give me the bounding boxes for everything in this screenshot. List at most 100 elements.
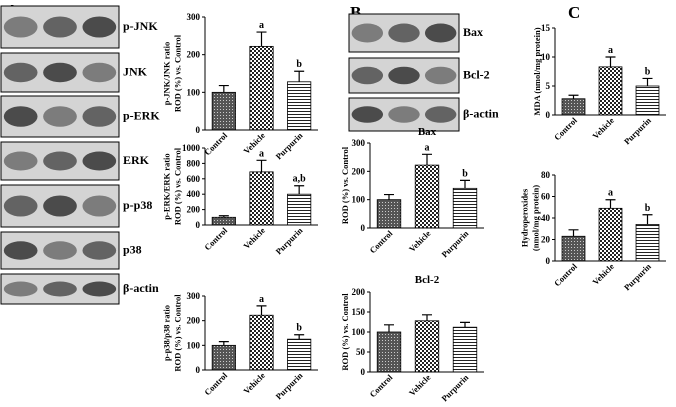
bar (249, 171, 274, 226)
blot-band (82, 241, 117, 260)
error-bar (605, 56, 616, 67)
blot-band (3, 106, 38, 127)
blot-label: β-actin (463, 106, 499, 120)
blot-band (388, 23, 420, 43)
y-tick-label: 100 (187, 87, 201, 97)
axes (554, 175, 666, 262)
bar (376, 331, 402, 373)
bar (414, 164, 440, 229)
error-bar (384, 193, 394, 200)
y-tick-label: 20 (541, 235, 551, 245)
bar (211, 344, 236, 371)
bar (249, 45, 274, 131)
y-tick-label: 200 (187, 50, 201, 60)
y-tick-label: 80 (541, 170, 551, 180)
error-bar (422, 153, 432, 166)
y-tick-label: 100 (187, 340, 201, 350)
blot-band (351, 106, 384, 123)
error-bar (642, 214, 653, 225)
x-tick-label: Vehicle (590, 261, 616, 287)
blot-label: p-JNK (123, 19, 158, 33)
blot-band (424, 23, 457, 43)
y-tick-label: 0 (361, 223, 366, 233)
y-tick-label: 10 (541, 52, 551, 62)
blot-band (3, 241, 38, 260)
blot-label: JNK (123, 64, 148, 78)
x-tick-label: Control (367, 372, 394, 399)
y-tick-label: 0 (196, 220, 201, 230)
y-tick-label: 15 (541, 23, 551, 33)
bar (452, 326, 478, 373)
y-tick-label: 100 (352, 195, 366, 205)
x-tick-label: Purpurin (273, 370, 304, 401)
blot-band (82, 106, 117, 127)
y-tick-label: 200 (352, 287, 366, 297)
blot-band (424, 106, 457, 123)
blot-band (3, 62, 38, 83)
error-bar (605, 199, 616, 209)
blot-band (82, 195, 117, 217)
axes (369, 292, 484, 373)
blot-band (424, 66, 457, 85)
blot-band (43, 62, 77, 83)
blot-band (43, 281, 77, 297)
x-tick-label: Purpurin (439, 372, 470, 403)
bar (635, 224, 660, 262)
x-tick-label: Purpurin (273, 130, 304, 161)
y-axis-label: p-ERK/ERK ratio (162, 153, 172, 219)
x-tick-label: Control (552, 115, 579, 142)
annotation: b (645, 66, 651, 77)
y-tick-label: 1000 (182, 143, 201, 153)
bar (561, 98, 586, 116)
error-bar (568, 94, 579, 99)
bar (249, 314, 274, 371)
error-bar (294, 185, 305, 195)
error-bar (460, 321, 470, 328)
error-bar (294, 70, 305, 82)
y-axis-label: ROD (%) vs. Control (340, 146, 350, 224)
y-axis-label: (nmol/mg protein) (531, 185, 541, 251)
error-bar (384, 324, 394, 332)
y-axis-label: ROD (%) vs. Control (340, 293, 350, 371)
error-bar (422, 314, 432, 321)
error-bar (218, 215, 229, 218)
blot-band (388, 66, 420, 85)
y-tick-label: 60 (541, 192, 551, 202)
blot-band (82, 281, 117, 297)
bar (287, 81, 312, 131)
x-tick-label: Vehicle (590, 115, 616, 141)
bar (452, 187, 478, 229)
blot-band (3, 16, 38, 38)
y-tick-label: 150 (352, 307, 366, 317)
annotation: a (259, 20, 264, 31)
y-tick-label: 600 (187, 174, 201, 184)
y-tick-label: 300 (352, 138, 366, 148)
y-tick-label: 0 (361, 367, 366, 377)
y-tick-label: 300 (187, 12, 201, 22)
y-tick-label: 800 (187, 158, 201, 168)
blot-label: Bcl-2 (463, 67, 490, 81)
blot-label: p-p38 (123, 198, 152, 212)
annotation: a (608, 45, 613, 56)
bar (376, 199, 402, 229)
y-tick-label: 200 (187, 316, 201, 326)
blot-band (351, 23, 384, 43)
y-tick-label: 40 (541, 213, 551, 223)
x-tick-label: Vehicle (407, 372, 433, 398)
blot-label: p-ERK (123, 108, 160, 122)
annotation: b (296, 59, 302, 70)
x-tick-label: Vehicle (241, 370, 267, 396)
blot-band (43, 16, 77, 38)
blot-band (43, 106, 77, 127)
blot-band (3, 151, 38, 171)
error-bar (568, 229, 579, 237)
y-tick-label: 5 (546, 81, 551, 91)
bar (598, 207, 623, 262)
y-axis-label: ROD (%) vs. Control (173, 147, 183, 225)
x-tick-label: Control (367, 228, 394, 255)
annotation: a (608, 188, 613, 199)
y-tick-label: 200 (187, 205, 201, 215)
x-tick-label: Purpurin (273, 225, 304, 256)
axes (204, 296, 318, 371)
blot-band (43, 151, 77, 171)
